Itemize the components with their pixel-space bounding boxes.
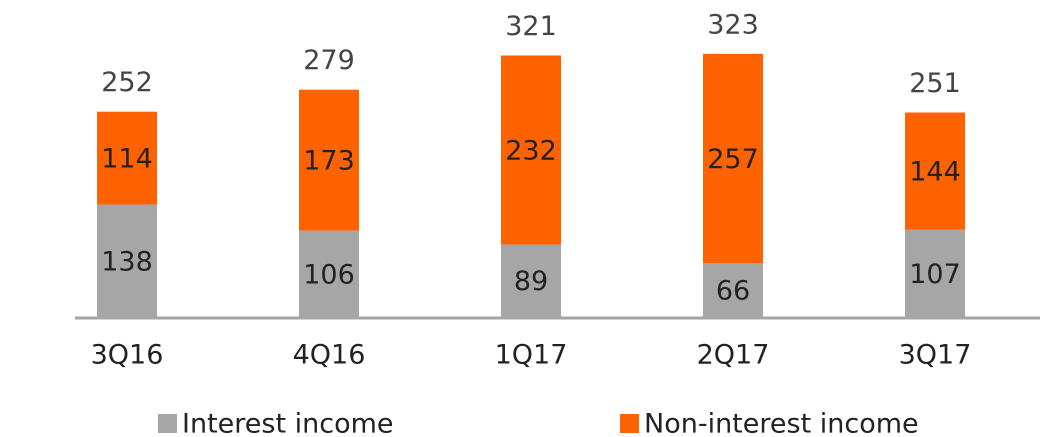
bar-segment <box>703 263 763 317</box>
segment-label: 144 <box>909 157 961 188</box>
segment-label: 138 <box>101 246 153 277</box>
total-label: 251 <box>909 68 961 99</box>
legend-swatch <box>620 414 639 433</box>
bar-segment <box>501 55 561 245</box>
total-label: 321 <box>505 11 557 42</box>
segment-label: 114 <box>101 144 153 175</box>
bar-segment <box>703 53 763 264</box>
segment-label: 66 <box>716 276 750 307</box>
segment-label: 89 <box>514 266 548 297</box>
bar-segment <box>905 112 965 230</box>
legend-label: Interest income <box>182 409 394 437</box>
total-label: 252 <box>101 67 153 98</box>
x-tick-label: 4Q16 <box>293 340 366 371</box>
x-tick-label: 3Q16 <box>91 340 164 371</box>
x-tick-label: 2Q17 <box>697 340 770 371</box>
x-tick-label: 1Q17 <box>495 340 568 371</box>
segment-label: 173 <box>303 146 355 177</box>
bar-segment <box>97 111 157 205</box>
x-tick-label: 3Q17 <box>899 340 972 371</box>
segment-label: 232 <box>505 135 557 166</box>
bar-segment <box>97 204 157 317</box>
bar-segment <box>299 89 359 231</box>
segment-label: 257 <box>707 144 759 175</box>
total-label: 323 <box>707 9 759 40</box>
bar-segment <box>501 244 561 317</box>
bar-segment <box>905 229 965 317</box>
bar-segment <box>299 230 359 317</box>
total-label: 279 <box>303 45 355 76</box>
segment-label: 107 <box>909 259 961 290</box>
legend-swatch <box>158 414 177 433</box>
legend-label: Non-interest income <box>644 409 919 437</box>
segment-label: 106 <box>303 259 355 290</box>
